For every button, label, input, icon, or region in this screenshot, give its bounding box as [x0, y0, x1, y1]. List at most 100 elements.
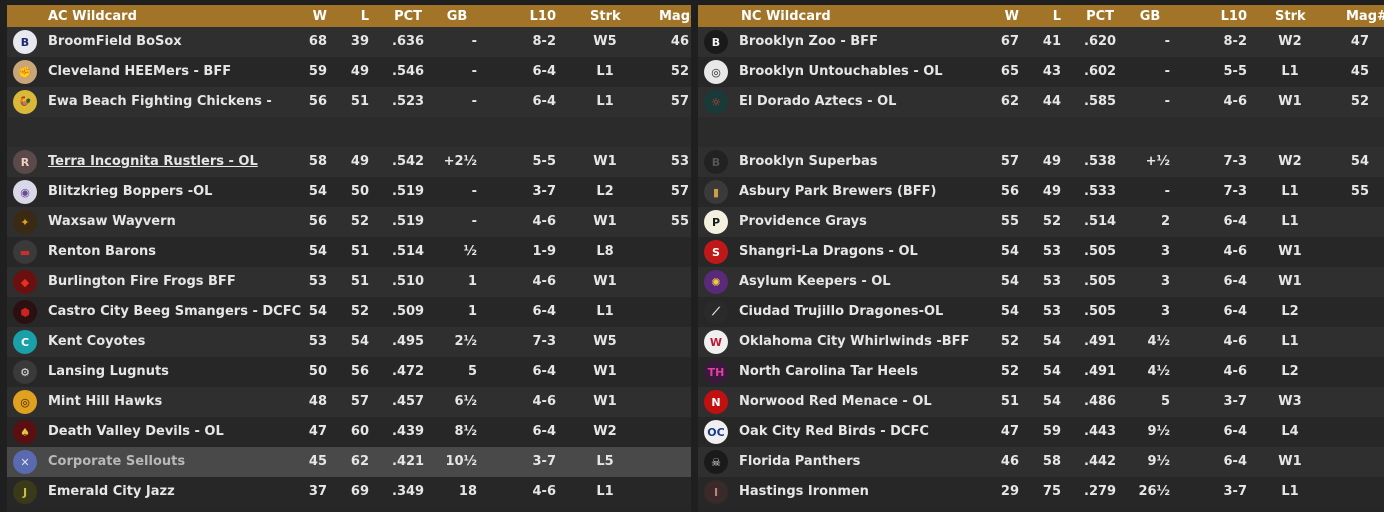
team-name[interactable]: Burlington Fire Frogs BFF: [48, 274, 236, 289]
col-header-l10[interactable]: L10: [529, 9, 556, 24]
team-logo-icon: ✦: [13, 210, 37, 234]
team-logo-icon: P: [704, 210, 728, 234]
team-row[interactable]: W Oklahoma City Whirlwinds -BFF 52 54 .491 4½…: [698, 327, 1384, 357]
team-name[interactable]: Ewa Beach Fighting Chickens -: [48, 94, 272, 109]
col-header-w[interactable]: W: [312, 9, 327, 24]
team-name[interactable]: Brooklyn Superbas: [739, 154, 878, 169]
col-header-gb[interactable]: GB: [1139, 9, 1161, 24]
team-row[interactable]: 🐓 Ewa Beach Fighting Chickens - 56 51 .523 - 6…: [7, 87, 691, 117]
team-name[interactable]: Blitzkrieg Boppers -OL: [48, 184, 213, 199]
team-name[interactable]: Death Valley Devils - OL: [48, 424, 224, 439]
team-row[interactable]: N Norwood Red Menace - OL 51 54 .486 5 3-7 W3: [698, 387, 1384, 417]
streak-cell: W2: [1278, 154, 1302, 169]
team-row[interactable]: ⬢ Castro City Beeg Smangers - DCFC 54 52 .50…: [7, 297, 691, 327]
wins-cell: 56: [308, 214, 327, 229]
team-row[interactable]: R Terra Incognita Rustlers - OL 58 49 .542 +2…: [7, 147, 691, 177]
last-ten-cell: 8-2: [1223, 34, 1248, 49]
col-header-strk[interactable]: Strk: [1275, 9, 1306, 24]
team-row[interactable]: ✦ Waxsaw Wayvern 56 52 .519 - 4-6 W1 55: [7, 207, 691, 237]
losses-cell: 39: [350, 34, 369, 49]
team-name[interactable]: Lansing Lugnuts: [48, 364, 169, 379]
team-name[interactable]: Norwood Red Menace - OL: [739, 394, 932, 409]
col-header-strk[interactable]: Strk: [590, 9, 621, 24]
team-name[interactable]: North Carolina Tar Heels: [739, 364, 918, 379]
team-row[interactable]: P Providence Grays 55 52 .514 2 6-4 L1: [698, 207, 1384, 237]
team-logo-icon: ♠: [13, 420, 37, 444]
team-row[interactable]: ▬ Renton Barons 54 51 .514 ½ 1-9 L8: [7, 237, 691, 267]
team-name[interactable]: Asbury Park Brewers (BFF): [739, 184, 937, 199]
last-ten-cell: 6-4: [1223, 274, 1248, 289]
team-row[interactable]: ✺ Asylum Keepers - OL 54 53 .505 3 6-4 W1: [698, 267, 1384, 297]
team-row[interactable]: B Brooklyn Zoo - BFF 67 41 .620 - 8-2 W2 47: [698, 27, 1384, 57]
team-name[interactable]: Castro City Beeg Smangers - DCFC: [48, 304, 302, 319]
team-row[interactable]: ◆ Burlington Fire Frogs BFF 53 51 .510 1 4-6 W1: [7, 267, 691, 297]
losses-cell: 49: [1042, 184, 1061, 199]
team-row[interactable]: ◉ Blitzkrieg Boppers -OL 54 50 .519 - 3-7 L2 57: [7, 177, 691, 207]
col-header-pct[interactable]: PCT: [1086, 9, 1114, 24]
pct-cell: .523: [392, 94, 425, 109]
team-row[interactable]: ☼ El Dorado Aztecs - OL 62 44 .585 - 4-6 W1 52: [698, 87, 1384, 117]
streak-cell: L2: [1281, 364, 1299, 379]
streak-cell: W5: [593, 34, 617, 49]
col-header-w[interactable]: W: [1004, 9, 1019, 24]
col-header-l[interactable]: L: [360, 9, 369, 24]
team-name[interactable]: Oak City Red Birds - DCFC: [739, 424, 929, 439]
team-name[interactable]: BroomField BoSox: [48, 34, 182, 49]
last-ten-cell: 6-4: [532, 424, 557, 439]
team-row[interactable]: ♠ Death Valley Devils - OL 47 60 .439 8½ 6-4 W2: [7, 417, 691, 447]
team-name[interactable]: Hastings Ironmen: [739, 484, 869, 499]
team-name[interactable]: Mint Hill Hawks: [48, 394, 163, 409]
losses-cell: 53: [1042, 304, 1061, 319]
team-row[interactable]: ✊ Cleveland HEEMers - BFF 59 49 .546 - 6-4 L1 52: [7, 57, 691, 87]
ac-standings-list: B BroomField BoSox 68 39 .636 - 8-2 W5 46 ✊ Clevel…: [7, 27, 691, 507]
streak-cell: W1: [593, 394, 617, 409]
games-back-cell: 6½: [454, 394, 477, 409]
team-row[interactable]: C Kent Coyotes 53 54 .495 2½ 7-3 W5: [7, 327, 691, 357]
team-name[interactable]: Providence Grays: [739, 214, 867, 229]
last-ten-cell: 3-7: [532, 184, 557, 199]
team-name[interactable]: Brooklyn Zoo - BFF: [739, 34, 878, 49]
team-name[interactable]: Kent Coyotes: [48, 334, 146, 349]
team-name[interactable]: Asylum Keepers - OL: [739, 274, 891, 289]
col-header-mag[interactable]: Mag#: [659, 9, 691, 24]
last-ten-cell: 4-6: [1223, 334, 1248, 349]
team-name[interactable]: Ciudad Trujillo Dragones-OL: [739, 304, 944, 319]
team-row[interactable]: OC Oak City Red Birds - DCFC 47 59 .443 9½ 6-4…: [698, 417, 1384, 447]
col-header-l[interactable]: L: [1052, 9, 1061, 24]
col-header-l10[interactable]: L10: [1220, 9, 1247, 24]
team-row[interactable]: ◎ Mint Hill Hawks 48 57 .457 6½ 4-6 W1: [7, 387, 691, 417]
team-row[interactable]: TH North Carolina Tar Heels 52 54 .491 4½ 4-6 L…: [698, 357, 1384, 387]
last-ten-cell: 8-2: [532, 34, 557, 49]
col-header-pct[interactable]: PCT: [394, 9, 422, 24]
losses-cell: 54: [350, 334, 369, 349]
team-row[interactable]: B BroomField BoSox 68 39 .636 - 8-2 W5 46: [7, 27, 691, 57]
team-row[interactable]: I Hastings Ironmen 29 75 .279 26½ 3-7 L1: [698, 477, 1384, 507]
team-name[interactable]: Oklahoma City Whirlwinds -BFF: [739, 334, 970, 349]
team-row[interactable]: ☠ Florida Panthers 46 58 .442 9½ 6-4 W1: [698, 447, 1384, 477]
team-row[interactable]: ⚙ Lansing Lugnuts 50 56 .472 5 6-4 W1: [7, 357, 691, 387]
team-name[interactable]: El Dorado Aztecs - OL: [739, 94, 897, 109]
col-header-mag[interactable]: Mag#: [1346, 9, 1384, 24]
team-name[interactable]: Emerald City Jazz: [48, 484, 175, 499]
wins-cell: 47: [308, 424, 327, 439]
team-name[interactable]: Renton Barons: [48, 244, 157, 259]
team-row[interactable]: ⟋ Ciudad Trujillo Dragones-OL 54 53 .505 3 6-4…: [698, 297, 1384, 327]
col-header-gb[interactable]: GB: [446, 9, 468, 24]
team-row[interactable]: S Shangri-La Dragons - OL 54 53 .505 3 4-6 W1: [698, 237, 1384, 267]
team-name[interactable]: Florida Panthers: [739, 454, 861, 469]
team-row[interactable]: B Brooklyn Superbas 57 49 .538 +½ 7-3 W2 54: [698, 147, 1384, 177]
team-row[interactable]: ◎ Brooklyn Untouchables - OL 65 43 .602 - 5-5 L…: [698, 57, 1384, 87]
team-name[interactable]: Shangri-La Dragons - OL: [739, 244, 918, 259]
team-row[interactable]: ✕ Corporate Sellouts 45 62 .421 10½ 3-7 L5: [7, 447, 691, 477]
magic-number-cell: 55: [670, 214, 689, 229]
losses-cell: 53: [1042, 274, 1061, 289]
team-name[interactable]: Cleveland HEEMers - BFF: [48, 64, 232, 79]
team-row[interactable]: J Emerald City Jazz 37 69 .349 18 4-6 L1: [7, 477, 691, 507]
losses-cell: 52: [350, 304, 369, 319]
team-row[interactable]: ▮ Asbury Park Brewers (BFF) 56 49 .533 - 7-3 L1…: [698, 177, 1384, 207]
losses-cell: 51: [350, 244, 369, 259]
team-name[interactable]: Brooklyn Untouchables - OL: [739, 64, 943, 79]
team-name[interactable]: Terra Incognita Rustlers - OL: [48, 154, 258, 169]
team-name[interactable]: Corporate Sellouts: [48, 454, 186, 469]
team-name[interactable]: Waxsaw Wayvern: [48, 214, 176, 229]
